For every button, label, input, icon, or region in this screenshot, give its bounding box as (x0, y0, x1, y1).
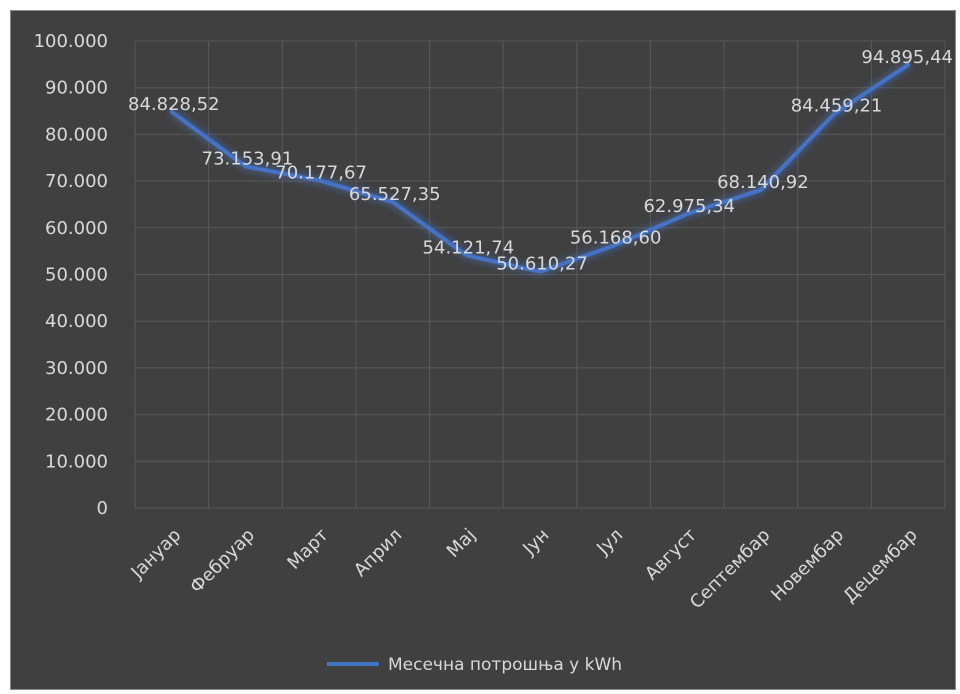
x-tick-label: Децембар (839, 525, 921, 607)
y-axis: 0 10.000 20.000 30.000 40.000 50.000 60.000 70.… (34, 31, 108, 519)
y-tick-label: 70.000 (45, 171, 108, 192)
y-tick-label: 40.000 (45, 311, 108, 332)
x-tick-label: Јануар (127, 525, 186, 584)
data-label: 54.121,74 (423, 237, 515, 258)
y-tick-label: 80.000 (45, 124, 108, 145)
y-tick-label: 20.000 (45, 405, 108, 426)
x-tick-label: Април (350, 525, 406, 581)
y-tick-label: 0 (97, 498, 108, 519)
series-line (169, 62, 911, 274)
data-label: 65.527,35 (349, 184, 441, 205)
data-label: 62.975,34 (643, 196, 735, 217)
legend-label: Месечна потрошња у kWh (388, 655, 622, 675)
y-tick-label: 100.000 (34, 31, 108, 52)
x-tick-label: Јул (592, 525, 627, 560)
y-tick-label: 90.000 (45, 78, 108, 99)
data-label: 68.140,92 (717, 172, 809, 193)
x-axis: Јануар Фебруар Март Април Мај Јун Јул АвгустСеп… (127, 525, 922, 613)
y-tick-label: 10.000 (45, 451, 108, 472)
y-tick-label: 60.000 (45, 218, 108, 239)
data-label: 84.828,52 (128, 94, 220, 115)
x-tick-label: Мај (443, 525, 480, 562)
line-chart: 0 10.000 20.000 30.000 40.000 50.000 60.000 70.… (34, 31, 953, 675)
x-tick-label: Март (283, 525, 332, 574)
data-label: 56.168,60 (570, 228, 662, 249)
gridlines (134, 40, 946, 509)
x-tick-label: Фебруар (186, 525, 259, 598)
y-tick-label: 50.000 (45, 265, 108, 286)
legend: Месечна потрошња у kWh (327, 655, 622, 675)
x-tick-label: Септембар (686, 525, 774, 613)
data-label: 73.153,91 (202, 148, 294, 169)
data-label: 50.610,27 (496, 254, 588, 275)
chart-area: 0 10.000 20.000 30.000 40.000 50.000 60.000 70.… (10, 10, 956, 690)
data-label: 84.459,21 (791, 96, 883, 117)
data-label: 70.177,67 (275, 162, 367, 183)
x-tick-label: Новембар (767, 525, 848, 606)
x-tick-label: Август (641, 525, 701, 585)
data-label: 94.895,44 (861, 47, 953, 68)
series-line-group (169, 62, 911, 274)
y-tick-label: 30.000 (45, 358, 108, 379)
x-tick-label: Јун (518, 525, 553, 560)
